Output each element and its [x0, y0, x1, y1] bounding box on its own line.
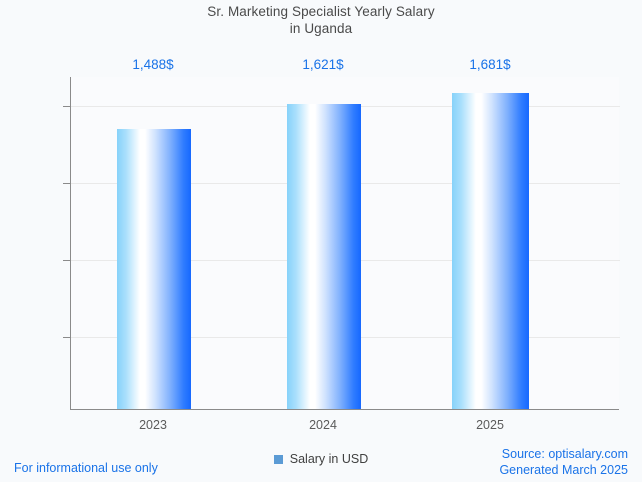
chart-title-line-1: Sr. Marketing Specialist Yearly Salary — [207, 4, 435, 19]
x-tick-label-2023: 2023 — [139, 418, 167, 432]
chart-title: Sr. Marketing Specialist Yearly Salary i… — [0, 3, 642, 37]
value-label-2025: 1,681$ — [469, 57, 511, 72]
footer-source: Source: optisalary.com — [501, 447, 628, 461]
bar-2024[interactable] — [287, 104, 361, 409]
x-tick-label-2024: 2024 — [309, 418, 337, 432]
value-label-2024: 1,621$ — [302, 57, 344, 72]
bar-2025[interactable] — [452, 93, 529, 409]
x-tick-label-2025: 2025 — [476, 418, 504, 432]
plot-area — [70, 77, 620, 410]
chart-legend: Salary in USD — [0, 452, 642, 466]
footer-generated: Generated March 2025 — [499, 463, 628, 477]
footer-attribution: Source: optisalary.com Generated March 2… — [499, 446, 628, 478]
legend-swatch-icon — [273, 454, 283, 464]
legend-label-salary-in-usd: Salary in USD — [289, 452, 369, 466]
value-label-2023: 1,488$ — [132, 57, 174, 72]
chart-title-line-2: in Uganda — [289, 21, 353, 36]
footer-disclaimer: For informational use only — [14, 461, 158, 475]
bar-2023[interactable] — [117, 129, 191, 409]
